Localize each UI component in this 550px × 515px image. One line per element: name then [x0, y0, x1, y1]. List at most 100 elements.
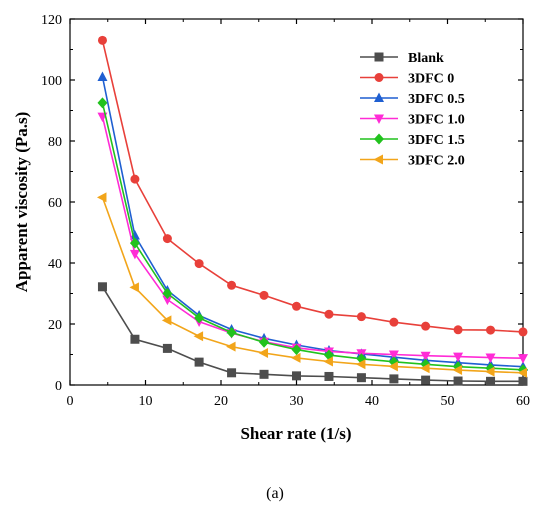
data-point	[518, 354, 528, 364]
data-point	[324, 371, 334, 381]
data-point	[452, 365, 463, 376]
legend-label: 3DFC 1.5	[408, 133, 465, 148]
data-point	[486, 376, 496, 386]
legend-label: 3DFC 1.0	[408, 113, 465, 128]
x-tick-label: 20	[214, 394, 228, 409]
y-tick-label: 120	[41, 13, 62, 28]
data-point	[259, 336, 270, 348]
x-tick-label: 50	[441, 394, 455, 409]
legend-item: 3DFC 1.0	[360, 113, 465, 128]
data-point	[129, 237, 140, 249]
data-point	[129, 282, 139, 293]
legend-item: 3DFC 2.0	[360, 154, 465, 169]
x-tick-label: 0	[67, 394, 74, 409]
legend-marker	[374, 114, 384, 124]
y-tick-label: 60	[48, 196, 62, 211]
data-point	[388, 350, 399, 360]
data-point	[97, 282, 107, 292]
legend-marker	[373, 154, 383, 165]
legend-marker	[374, 133, 384, 145]
data-point	[453, 352, 464, 363]
legend-item: Blank	[360, 51, 444, 66]
x-axis-label: Shear rate (1/s)	[240, 424, 351, 443]
legend-label: 3DFC 2.0	[408, 154, 465, 169]
x-axis-ticks: 0 10 20 30 40 50 60	[67, 19, 530, 409]
series-line	[101, 40, 524, 333]
y-tick-label: 100	[41, 74, 62, 89]
data-point	[420, 363, 430, 374]
data-point	[129, 230, 140, 240]
legend: Blank 3DFC 0 3DFC 0.5 3DFC 1.0 3DFC 1.5 3DFC …	[360, 51, 465, 169]
legend-marker	[374, 92, 384, 102]
data-point	[193, 331, 204, 342]
series-line	[101, 197, 524, 374]
data-point	[162, 343, 172, 353]
data-point	[97, 35, 107, 45]
y-tick-label: 40	[48, 257, 62, 272]
data-point	[421, 321, 431, 331]
data-point	[518, 376, 528, 386]
legend-label: Blank	[408, 51, 444, 66]
data-point	[162, 234, 172, 244]
data-point	[259, 369, 269, 379]
series-3dfc-0	[97, 35, 528, 337]
y-axis-ticks: 0 20 40 60 80 100 120	[41, 13, 523, 394]
x-tick-label: 40	[365, 394, 379, 409]
data-point	[291, 344, 302, 356]
data-point	[453, 325, 463, 335]
data-point	[356, 373, 366, 383]
data-point	[292, 371, 301, 381]
data-point	[130, 174, 140, 184]
series-line	[101, 76, 524, 368]
data-point	[292, 301, 301, 311]
y-tick-label: 20	[48, 318, 62, 333]
series-3dfc-1-0	[97, 112, 528, 364]
data-point	[162, 288, 173, 299]
data-point	[518, 327, 528, 337]
data-point	[226, 341, 236, 352]
data-point	[194, 259, 204, 269]
data-point	[129, 249, 140, 260]
figure-caption: (a)	[266, 485, 284, 502]
legend-item: 3DFC 1.5	[360, 133, 465, 148]
data-point	[453, 376, 463, 386]
series-layer	[96, 35, 528, 386]
data-point	[97, 71, 108, 81]
legend-label: 3DFC 0	[408, 72, 454, 87]
series-line	[101, 286, 523, 383]
series-blank	[97, 282, 528, 386]
data-point	[420, 351, 431, 362]
data-point	[259, 290, 269, 300]
x-tick-label: 30	[290, 394, 304, 409]
data-point	[486, 325, 496, 335]
data-point	[96, 192, 107, 203]
y-tick-label: 80	[48, 135, 62, 150]
legend-label: 3DFC 0.5	[408, 92, 465, 107]
data-point	[162, 295, 173, 306]
data-point	[291, 352, 301, 363]
series-line	[101, 102, 524, 371]
data-point	[389, 374, 399, 384]
data-point	[485, 353, 496, 364]
data-point	[194, 357, 204, 367]
x-tick-label: 10	[139, 394, 153, 409]
legend-item: 3DFC 0.5	[360, 92, 465, 107]
data-point	[356, 312, 366, 322]
x-tick-label: 60	[516, 394, 530, 409]
data-point	[421, 375, 431, 385]
data-point	[389, 317, 399, 327]
data-point	[227, 280, 237, 290]
legend-item: 3DFC 0	[360, 72, 454, 87]
data-point	[130, 334, 140, 344]
y-axis-label: Apparent viscosity (Pa.s)	[12, 112, 31, 293]
data-point	[388, 361, 398, 372]
data-point	[258, 347, 269, 358]
data-point	[323, 356, 333, 367]
data-point	[324, 309, 334, 319]
legend-marker	[374, 52, 384, 62]
series-line	[101, 116, 524, 359]
data-point	[485, 366, 495, 377]
legend-marker	[374, 73, 384, 82]
